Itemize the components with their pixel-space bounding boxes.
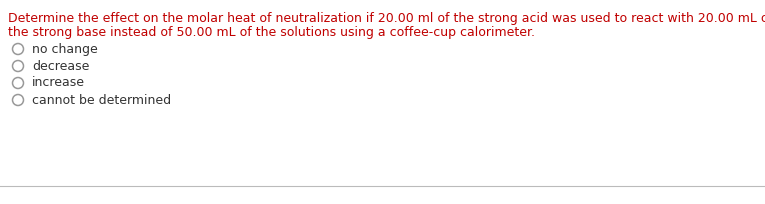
Text: decrease: decrease [32, 60, 90, 72]
Text: no change: no change [32, 42, 98, 55]
Text: Determine the effect on the molar heat of neutralization if 20.00 ml of the stro: Determine the effect on the molar heat o… [8, 12, 765, 25]
Text: increase: increase [32, 76, 85, 90]
Text: the strong base instead of 50.00 mL of the solutions using a coffee-cup calorime: the strong base instead of 50.00 mL of t… [8, 26, 535, 39]
Text: cannot be determined: cannot be determined [32, 93, 171, 106]
